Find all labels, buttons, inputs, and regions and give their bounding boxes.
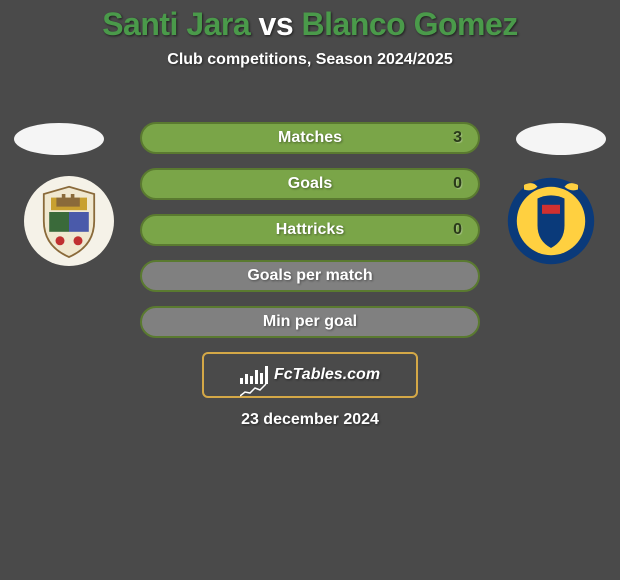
fctables-label: FcTables.com [274,366,380,384]
player-photo-left [14,123,104,155]
club-logo-left [24,176,114,266]
subtitle: Club competitions, Season 2024/2025 [0,51,620,69]
comparison-title: Santi Jara vs Blanco Gomez [0,0,620,43]
club-logo-right [506,176,596,266]
stat-row-goals: Goals 0 [140,168,480,200]
stat-row-matches: Matches 3 [140,122,480,154]
stat-value: 0 [453,175,462,193]
stats-list: Matches 3 Goals 0 Hattricks 0 Goals per match M… [140,122,480,338]
date-label: 23 december 2024 [0,411,620,429]
stat-value: 3 [453,129,462,147]
stat-label: Goals per match [247,267,372,285]
stat-row-hattricks: Hattricks 0 [140,214,480,246]
player-photo-right [516,123,606,155]
stat-row-goals-per-match: Goals per match [140,260,480,292]
chart-icon [240,366,268,384]
player-name-left: Santi Jara [102,6,250,42]
fctables-watermark: FcTables.com [202,352,418,398]
stat-label: Hattricks [276,221,344,239]
stat-label: Matches [278,129,342,147]
stat-value: 0 [453,221,462,239]
stat-label: Min per goal [263,313,357,331]
player-name-right: Blanco Gomez [302,6,518,42]
stat-row-min-per-goal: Min per goal [140,306,480,338]
title-vs: vs [250,6,301,42]
stat-label: Goals [288,175,332,193]
